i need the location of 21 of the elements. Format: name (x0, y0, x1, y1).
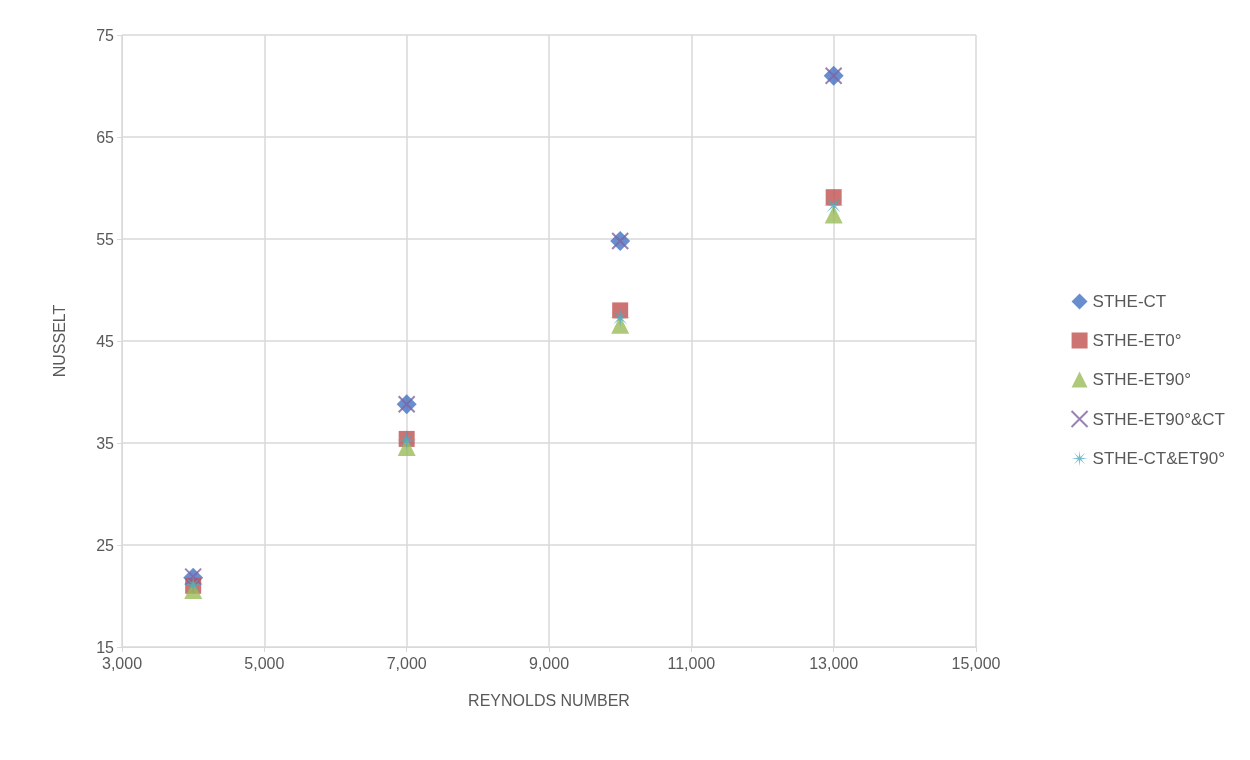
legend-label: STHE-ET0° (1092, 331, 1182, 350)
x-tick-label: 3,000 (101, 654, 143, 672)
legend-label: STHE-ET90° (1092, 370, 1192, 389)
x-tick-label: 15,000 (951, 654, 1001, 672)
y-tick-label: 35 (96, 434, 115, 452)
y-tick-label: 75 (96, 26, 115, 44)
x-tick-label: 11,000 (667, 654, 716, 672)
x-tick-label: 9,000 (528, 654, 570, 672)
legend-label: STHE-CT&ET90° (1092, 449, 1226, 468)
x-tick-label: 5,000 (244, 654, 285, 672)
y-tick-label: 15 (96, 638, 115, 656)
y-axis-title: NUSSELT (50, 304, 68, 378)
x-axis-title: REYNOLDS NUMBER (468, 691, 630, 709)
legend-label: STHE-ET90°&CT (1092, 409, 1226, 429)
x-tick-label: 13,000 (809, 654, 859, 672)
x-tick-label: 7,000 (386, 654, 427, 672)
y-tick-label: 65 (96, 128, 115, 146)
y-tick-label: 25 (96, 536, 115, 554)
legend-label: STHE-CT (1092, 292, 1167, 311)
y-tick-label: 55 (96, 230, 115, 248)
y-tick-label: 45 (96, 332, 115, 350)
